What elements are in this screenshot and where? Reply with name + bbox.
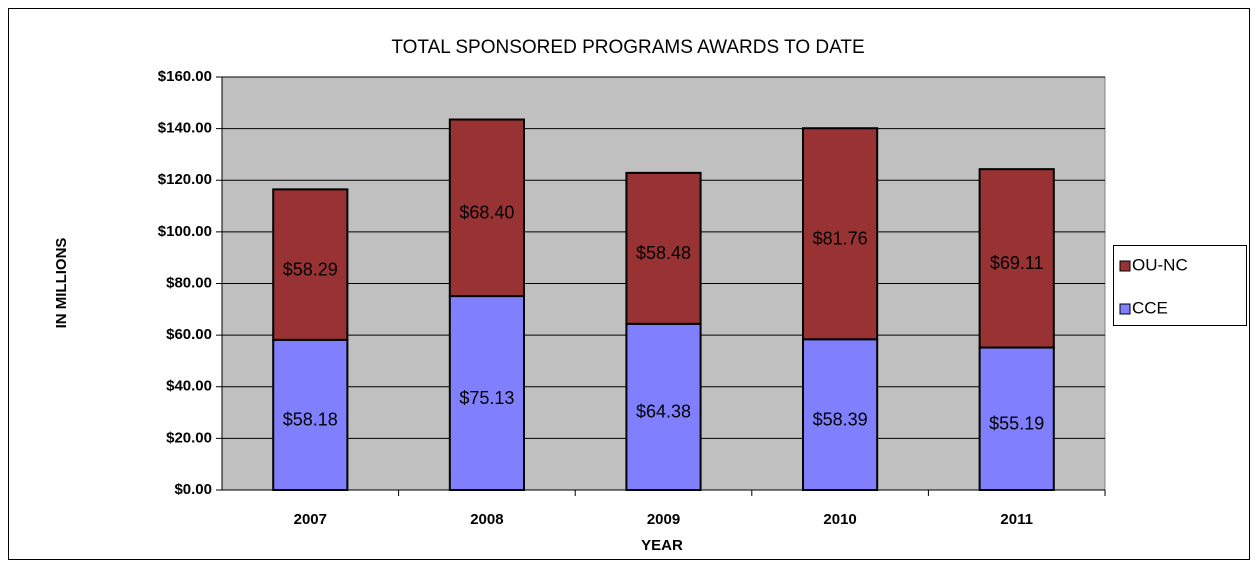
data-label: $58.18 [283, 410, 338, 430]
data-label: $68.40 [459, 203, 514, 223]
y-tick-label: $100.00 [158, 223, 212, 240]
y-tick-label: $40.00 [166, 378, 212, 395]
data-label: $69.11 [990, 253, 1044, 273]
y-axis-label: IN MILLIONS [53, 238, 70, 329]
bar-segment [802, 338, 879, 492]
legend-swatch [1119, 303, 1131, 315]
x-axis-label: YEAR [641, 537, 683, 554]
x-tick-label: 2010 [823, 511, 856, 528]
x-tick-label: 2008 [470, 511, 503, 528]
data-label: $58.48 [636, 243, 691, 263]
bar-segment [448, 295, 525, 491]
bar-segment [625, 322, 702, 491]
bar-segment [272, 188, 349, 341]
x-tick-label: 2011 [1000, 511, 1033, 528]
data-label: $64.38 [636, 402, 691, 422]
y-tick-label: $120.00 [158, 171, 212, 188]
legend-label: CCE [1132, 298, 1168, 317]
y-tick-label: $20.00 [166, 429, 212, 446]
data-label: $58.29 [283, 259, 338, 279]
x-tick-label: 2007 [294, 511, 327, 528]
legend-label: OU-NC [1132, 255, 1188, 274]
y-tick-label: $0.00 [174, 481, 212, 498]
y-tick-label: $160.00 [158, 68, 212, 85]
x-tick-label: 2009 [647, 511, 680, 528]
chart-title: TOTAL SPONSORED PROGRAMS AWARDS TO DATE [391, 37, 864, 58]
bar-segment [625, 171, 702, 325]
bar-segment [802, 127, 879, 341]
data-label: $81.76 [813, 229, 868, 249]
bar-segment [448, 118, 525, 298]
bar-segment [978, 168, 1055, 349]
y-tick-label: $60.00 [166, 326, 212, 343]
data-label: $58.39 [813, 409, 868, 429]
data-label: $55.19 [989, 414, 1044, 434]
bar-segment [978, 346, 1055, 491]
data-label: $75.13 [459, 388, 514, 408]
legend-swatch [1119, 260, 1131, 272]
legend [1113, 245, 1247, 326]
y-tick-label: $80.00 [166, 274, 212, 291]
y-tick-label: $140.00 [158, 120, 212, 137]
